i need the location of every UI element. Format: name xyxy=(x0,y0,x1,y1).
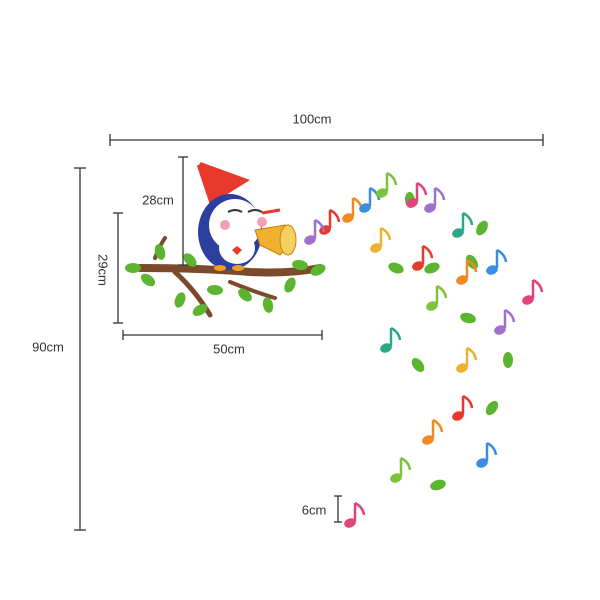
leaf xyxy=(262,297,274,313)
leaf xyxy=(502,352,514,368)
music-note xyxy=(456,363,468,373)
leaf xyxy=(460,312,476,324)
music-note-flag xyxy=(386,171,398,186)
branch-height-label: 29cm xyxy=(96,254,111,286)
music-note-flag xyxy=(486,441,498,456)
leaf xyxy=(125,263,141,273)
music-note-flag xyxy=(329,208,341,223)
music-note-flag xyxy=(462,394,474,409)
leaf xyxy=(424,262,440,274)
leaf xyxy=(476,220,488,236)
leaf xyxy=(430,479,446,491)
music-note xyxy=(342,213,354,223)
leaf xyxy=(284,277,296,293)
music-note-flag xyxy=(422,244,434,259)
music-note-flag xyxy=(496,248,508,263)
music-note xyxy=(422,435,434,445)
music-note-flag xyxy=(432,418,444,433)
music-note xyxy=(406,198,418,208)
music-note-flag xyxy=(504,308,516,323)
music-note xyxy=(376,188,388,198)
leaf xyxy=(192,304,208,316)
decorations xyxy=(125,171,544,528)
branch-width-label: 50cm xyxy=(213,341,245,356)
music-note xyxy=(390,473,402,483)
music-note xyxy=(452,411,464,421)
music-note-flag xyxy=(434,186,446,201)
music-note xyxy=(359,203,371,213)
leaf xyxy=(411,357,425,373)
leaf xyxy=(154,244,166,260)
music-note-flag xyxy=(369,186,381,201)
music-note-flag xyxy=(314,218,326,233)
music-note xyxy=(456,275,468,285)
music-note-flag xyxy=(380,226,392,241)
music-note-flag xyxy=(532,278,544,293)
note-height-label: 6cm xyxy=(302,502,327,517)
total-height-label: 90cm xyxy=(32,339,64,354)
leaf xyxy=(140,273,156,287)
bird xyxy=(189,154,297,271)
music-note xyxy=(412,261,424,271)
music-note xyxy=(424,203,436,213)
music-note-flag xyxy=(400,456,412,471)
music-note-flag xyxy=(436,284,448,299)
music-note xyxy=(380,343,392,353)
music-note xyxy=(426,301,438,311)
leaf xyxy=(310,264,326,276)
dimension-lines xyxy=(74,134,544,531)
leaf xyxy=(292,259,308,271)
leaf xyxy=(207,284,223,296)
music-note-flag xyxy=(466,258,478,273)
branch xyxy=(136,236,324,318)
music-note xyxy=(304,235,316,245)
leaf xyxy=(174,292,186,308)
music-note xyxy=(494,325,506,335)
music-note-flag xyxy=(462,211,474,226)
music-note xyxy=(486,265,498,275)
music-note xyxy=(370,243,382,253)
music-note xyxy=(344,518,356,528)
music-note-flag xyxy=(354,501,366,516)
leaf xyxy=(183,253,197,267)
total-width-label: 100cm xyxy=(292,111,331,126)
bird-height-label: 28cm xyxy=(142,192,174,207)
music-note xyxy=(522,295,534,305)
music-note-flag xyxy=(466,346,478,361)
leaf xyxy=(388,262,404,274)
music-note-flag xyxy=(390,326,402,341)
music-note xyxy=(452,228,464,238)
music-note xyxy=(476,458,488,468)
leaf xyxy=(485,400,499,416)
leaf xyxy=(238,288,252,302)
music-note-flag xyxy=(416,181,428,196)
